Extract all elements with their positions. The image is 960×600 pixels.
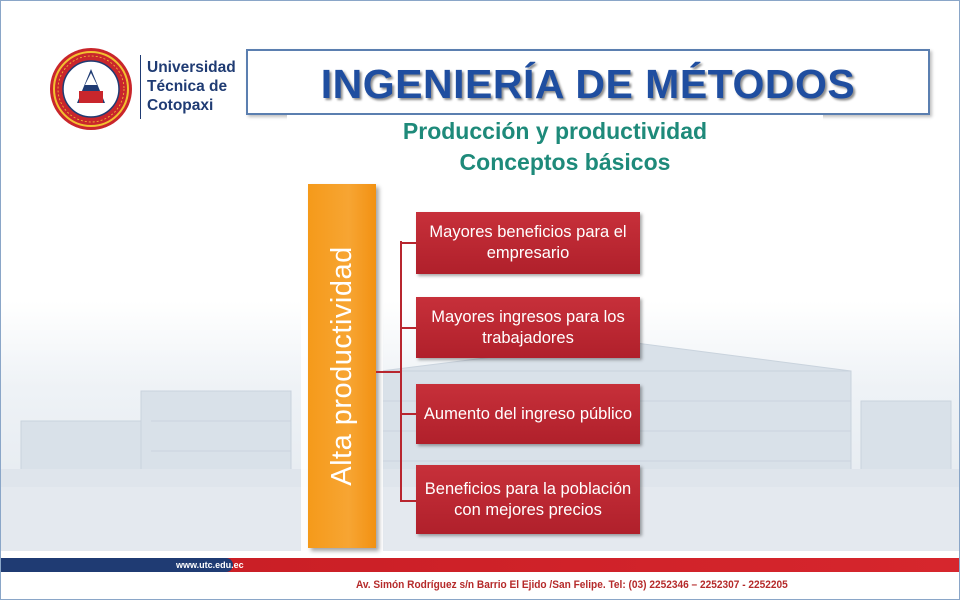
- university-name-line-3: Cotopaxi: [147, 97, 214, 114]
- footer-address: Av. Simón Rodríguez s/n Barrio El Ejido …: [356, 579, 788, 591]
- footer-red-bar: [169, 558, 959, 572]
- logo-divider: [140, 55, 141, 119]
- connector-branch-2: [401, 327, 417, 329]
- diagram-item-4-text: Beneficios para la población con mejores…: [424, 479, 632, 519]
- university-name-line-1: Universidad: [147, 59, 236, 76]
- footer-blue-bar: [1, 558, 233, 572]
- connector-main: [376, 371, 401, 373]
- diagram-item-4: Beneficios para la población con mejores…: [416, 465, 640, 534]
- subtitle-band: [287, 115, 823, 179]
- diagram-main-label: Alta productividad: [325, 246, 358, 486]
- diagram-item-3: Aumento del ingreso público: [416, 384, 640, 444]
- diagram-item-1-text: Mayores beneficios para el empresario: [429, 223, 627, 262]
- connector-branch-1: [401, 242, 417, 244]
- footer-url: www.utc.edu.ec: [176, 560, 244, 570]
- connector-branch-3: [401, 413, 417, 415]
- subtitle-line-1: Producción y productividad: [402, 118, 708, 144]
- title-box: INGENIERÍA DE MÉTODOS: [246, 49, 930, 115]
- diagram-item-2-text: Mayores ingresos para los trabajadores: [431, 307, 625, 347]
- diagram-item-1: Mayores beneficios para el empresario: [416, 212, 640, 274]
- slide-title: INGENIERÍA DE MÉTODOS: [320, 61, 856, 107]
- university-name-line-2: Técnica de: [147, 78, 228, 95]
- diagram-item-3-text: Aumento del ingreso público: [423, 404, 633, 423]
- university-name: Universidad Técnica de Cotopaxi: [147, 58, 236, 115]
- diagram-main-box: Alta productividad: [308, 184, 376, 548]
- diagram-item-2: Mayores ingresos para los trabajadores: [416, 297, 640, 358]
- connector-branch-4: [401, 500, 417, 502]
- utc-seal-logo: [50, 48, 132, 130]
- subtitle-line-2: Conceptos básicos: [459, 149, 671, 175]
- connector-vertical: [400, 241, 402, 502]
